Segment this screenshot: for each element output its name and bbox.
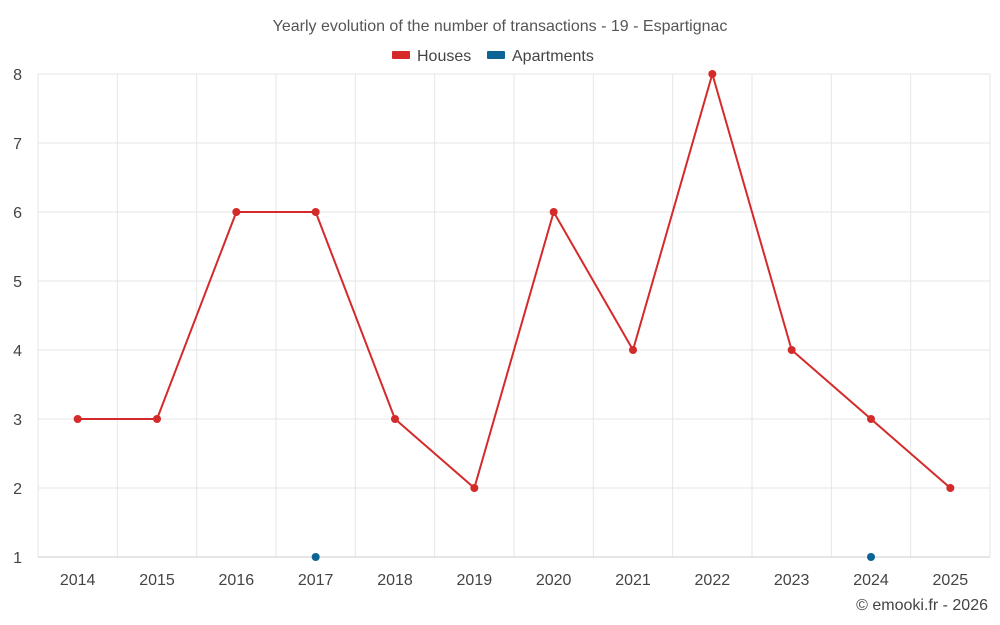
data-point-houses-2025[interactable] xyxy=(946,484,955,492)
legend-label-apartments: Apartments xyxy=(512,48,594,65)
y-tick-label: 8 xyxy=(13,67,22,84)
data-point-houses-2015[interactable] xyxy=(153,415,161,423)
series-line-houses xyxy=(77,73,951,489)
y-axis-ticks: 1 2 3 4 5 6 7 8 xyxy=(13,67,22,567)
grid xyxy=(37,73,991,557)
y-tick-label: 7 xyxy=(13,136,22,153)
y-tick-label: 5 xyxy=(13,274,22,291)
x-tick-label: 2023 xyxy=(774,572,810,589)
series xyxy=(73,70,955,561)
x-tick-label: 2018 xyxy=(377,572,413,589)
data-point-houses-2016[interactable] xyxy=(232,208,241,216)
x-tick-label: 2019 xyxy=(457,572,493,589)
data-point-houses-2024[interactable] xyxy=(867,415,875,423)
x-tick-label: 2014 xyxy=(60,572,96,589)
data-point-apartments-2024[interactable] xyxy=(867,553,875,561)
y-tick-label: 2 xyxy=(13,481,22,498)
data-point-houses-2018[interactable] xyxy=(391,415,399,423)
x-tick-label: 2020 xyxy=(536,572,572,589)
x-tick-label: 2016 xyxy=(219,572,255,589)
data-point-houses-2017[interactable] xyxy=(311,208,320,216)
x-tick-label: 2022 xyxy=(695,572,731,589)
legend-swatch-houses xyxy=(392,51,410,59)
y-tick-label: 1 xyxy=(13,550,22,567)
data-point-houses-2014[interactable] xyxy=(73,415,82,423)
x-axis-ticks: 2014 2015 2016 2017 2018 2019 2020 2021 2022 2023… xyxy=(60,572,968,589)
y-tick-label: 3 xyxy=(13,412,22,429)
data-point-houses-2020[interactable] xyxy=(549,208,558,216)
legend-item-houses[interactable]: Houses xyxy=(392,48,471,65)
data-point-houses-2023[interactable] xyxy=(787,346,796,354)
x-tick-label: 2017 xyxy=(298,572,334,589)
legend-label-houses: Houses xyxy=(417,48,471,65)
credit-text: © emooki.fr - 2026 xyxy=(856,597,988,614)
data-point-apartments-2017[interactable] xyxy=(311,553,320,561)
x-tick-label: 2021 xyxy=(615,572,651,589)
data-point-houses-2019[interactable] xyxy=(470,484,479,492)
x-tick-label: 2025 xyxy=(933,572,969,589)
y-tick-label: 6 xyxy=(13,205,22,222)
x-tick-label: 2024 xyxy=(853,572,889,589)
legend[interactable]: Houses Apartments xyxy=(392,48,594,65)
data-point-houses-2021[interactable] xyxy=(629,346,637,354)
x-tick-label: 2015 xyxy=(139,572,175,589)
y-tick-label: 4 xyxy=(13,343,22,360)
chart-title: Yearly evolution of the number of transa… xyxy=(273,18,728,35)
data-point-houses-2022[interactable] xyxy=(708,70,717,78)
legend-item-apartments[interactable]: Apartments xyxy=(487,48,594,65)
legend-swatch-apartments xyxy=(487,51,505,59)
